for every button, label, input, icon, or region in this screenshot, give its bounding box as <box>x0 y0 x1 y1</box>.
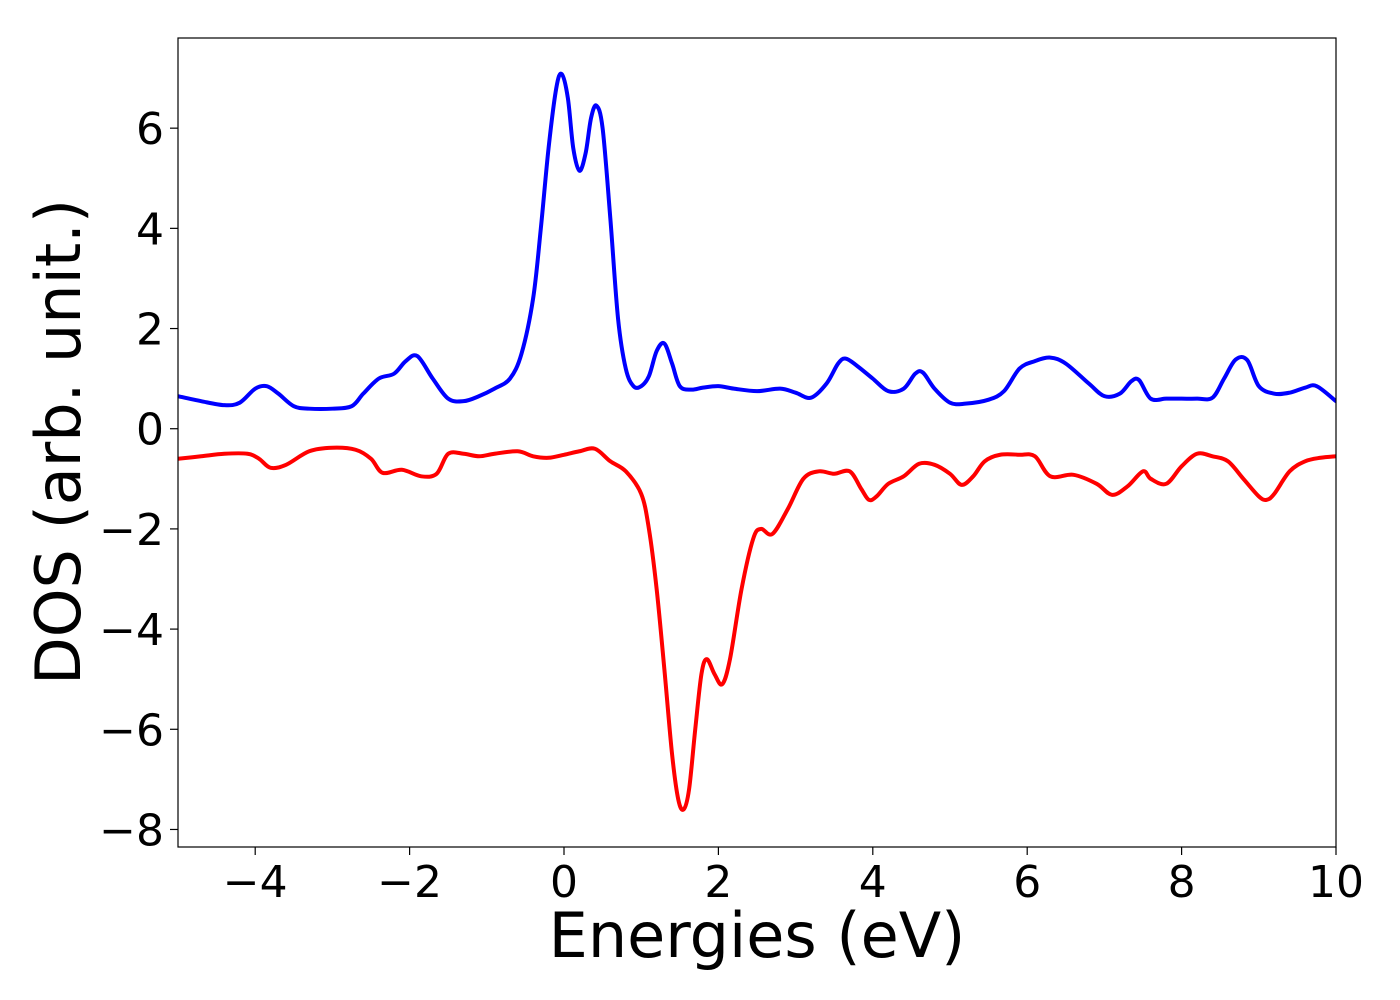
x-tick-label: 2 <box>704 857 732 908</box>
plot-frame <box>177 37 1337 848</box>
y-tick-label: 6 <box>136 104 164 155</box>
x-axis: −4 −2 0 2 4 6 8 10 <box>223 847 1364 908</box>
x-tick-label: −4 <box>223 857 288 908</box>
plot-background <box>178 38 1336 847</box>
y-tick-label: 2 <box>136 305 164 356</box>
y-tick-label: 4 <box>136 204 164 255</box>
y-tick-label: 0 <box>136 405 164 456</box>
y-axis-label: DOS (arb. unit.) <box>22 199 95 685</box>
x-tick-label: 4 <box>859 857 887 908</box>
x-tick-label: 0 <box>550 857 578 908</box>
series-line-0 <box>178 71 1336 411</box>
y-tick-label: −2 <box>99 505 164 556</box>
y-axis: 6 4 2 0 −2 −4 −6 −8 <box>99 104 178 856</box>
x-tick-label: −2 <box>377 857 442 908</box>
y-tick-label: −8 <box>99 805 164 856</box>
x-axis-label: Energies (eV) <box>549 899 966 972</box>
y-tick-label: −4 <box>99 605 164 656</box>
series-line-1 <box>178 445 1336 812</box>
x-tick-label: 10 <box>1308 857 1364 908</box>
x-tick-label: 6 <box>1013 857 1041 908</box>
y-tick-label: −6 <box>99 705 164 756</box>
x-tick-label: 8 <box>1168 857 1196 908</box>
series-layer <box>178 71 1336 812</box>
